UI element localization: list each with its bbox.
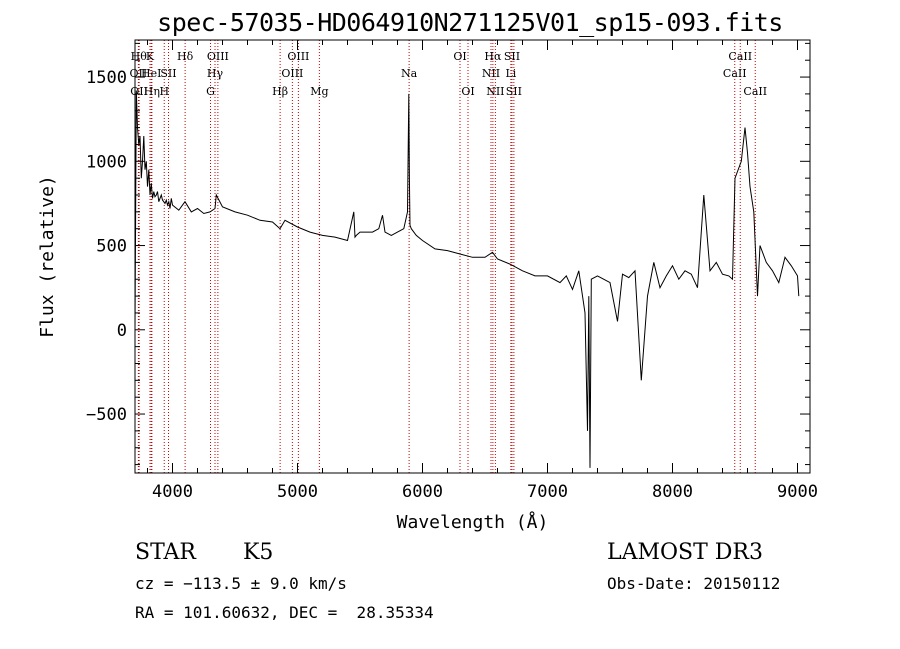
line-label: Hθ [131,50,148,63]
spectrum-series [134,90,800,468]
line-label: Hδ [177,50,194,63]
line-label: Hγ [207,67,224,80]
line-label: H [159,85,169,98]
line-label: K [146,50,155,63]
line-label: Li [505,67,516,80]
line-label: SII [160,67,176,80]
y-tick-label: 0 [117,321,127,341]
line-label: Mg [310,85,328,98]
line-label: Na [401,67,418,80]
line-label: OI [453,50,466,63]
x-axis-label: Wavelength (Å) [397,511,549,533]
axis-ticks: 4000 5000 6000 7000 8000 9000 −500 0 500 1000 1500 [86,40,818,502]
x-tick-label: 7000 [527,482,568,502]
x-tick-label: 6000 [402,482,443,502]
line-label: HeI [141,67,161,80]
redshift-readout: cz = −113.5 ± 9.0 km/s [135,574,347,593]
x-tick-label: 8000 [652,482,693,502]
y-tick-label: 1000 [86,152,127,172]
x-tick-label: 9000 [777,482,818,502]
line-label: CaII [723,67,747,80]
line-label: NII [482,67,500,80]
line-label: SII [504,50,520,63]
chart-title: spec-57035-HD064910N271125V01_sp15-093.f… [157,8,783,37]
line-label: G [206,85,215,98]
observation-date: Obs-Date: 20150112 [607,574,781,593]
y-tick-label: −500 [86,405,127,425]
line-label: OIII [287,50,309,63]
x-tick-label: 4000 [152,482,193,502]
line-label: SII [506,85,522,98]
line-label: NII [486,85,504,98]
coordinates-readout: RA = 101.60632, DEC = 28.35334 [135,603,434,622]
line-label: CaII [743,85,767,98]
line-label: OIII [281,67,303,80]
line-label: OIII [207,50,229,63]
line-markers [137,40,756,473]
line-label: OI [461,85,474,98]
line-label: Hη [144,85,160,98]
y-tick-label: 1500 [86,68,127,88]
spectrum-line [134,90,800,468]
survey-name: LAMOST DR3 [607,540,763,565]
object-class: STAR [135,540,196,565]
x-tick-label: 5000 [277,482,318,502]
line-label: CaII [728,50,752,63]
y-axis-label: Flux (relative) [37,175,58,338]
y-tick-label: 500 [96,237,127,257]
line-label: Hα [484,50,502,63]
line-label: Hβ [272,85,288,98]
object-subclass: K5 [243,540,274,565]
